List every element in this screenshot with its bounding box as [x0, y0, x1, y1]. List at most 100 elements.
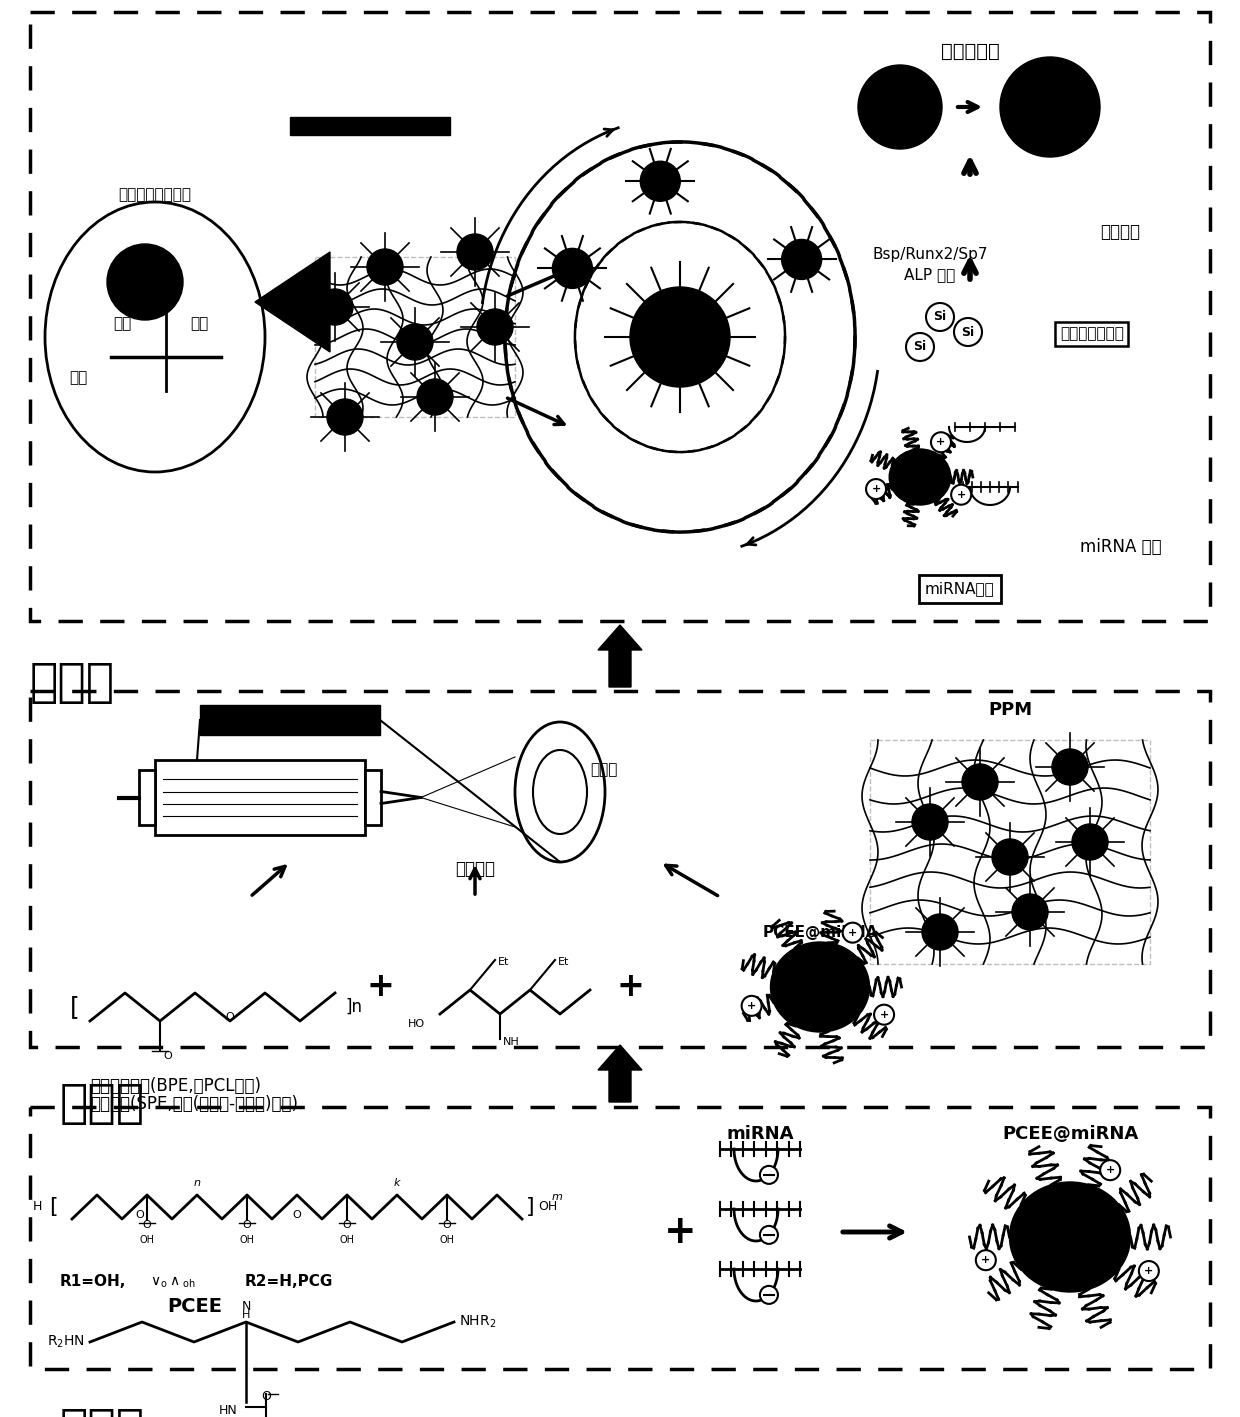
- Ellipse shape: [889, 449, 951, 504]
- Text: 第二步: 第二步: [60, 1083, 145, 1127]
- Text: miRNA: miRNA: [727, 1125, 794, 1144]
- Circle shape: [866, 479, 887, 499]
- Circle shape: [630, 288, 730, 387]
- Bar: [200, 706, 379, 735]
- Text: 含硅聚酯(SPE,以聚(柠檬酸-硅氧烷)为例): 含硅聚酯(SPE,以聚(柠檬酸-硅氧烷)为例): [91, 1095, 298, 1112]
- Text: O: O: [226, 1012, 234, 1022]
- Text: OH: OH: [340, 1236, 355, 1246]
- Text: Bsp/Runx2/Sp7
ALP 活性: Bsp/Runx2/Sp7 ALP 活性: [872, 247, 988, 282]
- Text: R2=H,PCG: R2=H,PCG: [246, 1274, 334, 1289]
- Bar: [870, 740, 1149, 964]
- Circle shape: [843, 922, 863, 942]
- Circle shape: [1100, 1161, 1120, 1180]
- Circle shape: [1012, 894, 1048, 930]
- Text: $\rm NHR_2$: $\rm NHR_2$: [459, 1314, 496, 1331]
- Text: +: +: [663, 1213, 697, 1251]
- Circle shape: [367, 249, 403, 285]
- Bar: [30, 1107, 1210, 1369]
- Text: +: +: [936, 438, 946, 448]
- Text: 大鼠颅骨缺损模型: 大鼠颅骨缺损模型: [119, 187, 191, 203]
- Text: +: +: [1145, 1265, 1153, 1277]
- Text: +: +: [1106, 1165, 1115, 1175]
- Circle shape: [858, 65, 942, 149]
- Text: O: O: [135, 1210, 144, 1220]
- Text: miRNA 释放: miRNA 释放: [1080, 538, 1162, 555]
- Circle shape: [992, 839, 1028, 876]
- Text: HN: HN: [219, 1403, 238, 1417]
- Text: +: +: [366, 971, 394, 1003]
- Text: PCEE: PCEE: [167, 1298, 222, 1316]
- Circle shape: [417, 378, 453, 415]
- Text: PCEE@miRNA: PCEE@miRNA: [763, 925, 878, 939]
- Text: 生物活性硅元素: 生物活性硅元素: [1060, 326, 1123, 341]
- Circle shape: [926, 303, 954, 332]
- Text: Si: Si: [961, 326, 975, 339]
- Text: PPM: PPM: [988, 701, 1032, 718]
- Text: m: m: [552, 1192, 563, 1202]
- Text: 第三步: 第三步: [30, 660, 115, 706]
- Text: 枕骨: 枕骨: [190, 316, 208, 332]
- Circle shape: [317, 289, 353, 324]
- Circle shape: [999, 57, 1100, 157]
- Ellipse shape: [1009, 1182, 1131, 1292]
- Circle shape: [640, 162, 681, 201]
- Circle shape: [760, 1226, 777, 1244]
- Circle shape: [1138, 1261, 1159, 1281]
- Text: O: O: [443, 1220, 451, 1230]
- Text: [: [: [71, 995, 81, 1019]
- Text: O: O: [260, 1390, 270, 1403]
- Text: Et: Et: [558, 956, 569, 966]
- Circle shape: [1052, 750, 1087, 785]
- Text: 表达上调: 表达上调: [1100, 222, 1140, 241]
- Text: R1=OH,: R1=OH,: [60, 1274, 126, 1289]
- Circle shape: [954, 317, 982, 346]
- Bar: [365, 769, 381, 825]
- Text: O: O: [143, 1220, 151, 1230]
- Text: $\rm R_2HN$: $\rm R_2HN$: [47, 1333, 86, 1350]
- Circle shape: [951, 485, 971, 504]
- Text: N: N: [242, 1299, 250, 1314]
- Text: Si: Si: [934, 310, 946, 323]
- Polygon shape: [255, 252, 330, 351]
- Bar: [139, 769, 155, 825]
- Text: NH: NH: [503, 1037, 520, 1047]
- Circle shape: [477, 309, 513, 344]
- Text: +: +: [956, 490, 966, 500]
- Circle shape: [760, 1285, 777, 1304]
- Circle shape: [923, 914, 959, 949]
- Circle shape: [906, 333, 934, 361]
- Circle shape: [976, 1250, 996, 1270]
- Bar: [30, 691, 1210, 1047]
- Text: O: O: [342, 1220, 351, 1230]
- Circle shape: [458, 234, 494, 271]
- Text: 额骨: 额骨: [69, 370, 87, 385]
- Text: 顶骨: 顶骨: [113, 316, 131, 332]
- Ellipse shape: [45, 203, 265, 472]
- Text: n: n: [193, 1178, 201, 1187]
- Circle shape: [327, 400, 363, 435]
- Circle shape: [552, 248, 593, 289]
- Polygon shape: [598, 1044, 642, 1102]
- Text: O: O: [162, 1051, 172, 1061]
- Text: H: H: [242, 1309, 250, 1321]
- Text: +: +: [981, 1255, 991, 1265]
- Text: 生物医用聚酯(BPE,以PCL为例): 生物医用聚酯(BPE,以PCL为例): [91, 1077, 260, 1095]
- Text: +: +: [872, 485, 880, 495]
- Text: 骨缺损修复: 骨缺损修复: [941, 43, 999, 61]
- Text: OH: OH: [139, 1236, 155, 1246]
- Text: miRNA作用: miRNA作用: [925, 581, 994, 597]
- Circle shape: [760, 1166, 777, 1183]
- Text: +: +: [616, 971, 644, 1003]
- Text: k: k: [394, 1178, 401, 1187]
- Ellipse shape: [533, 750, 587, 835]
- Text: OH: OH: [538, 1200, 557, 1213]
- Text: OH: OH: [439, 1236, 455, 1246]
- Text: PCEE@miRNA: PCEE@miRNA: [1002, 1125, 1138, 1144]
- Bar: [315, 256, 515, 417]
- Text: ]: ]: [526, 1197, 534, 1217]
- Polygon shape: [598, 625, 642, 687]
- Circle shape: [742, 996, 761, 1016]
- Text: ]n: ]n: [345, 998, 362, 1016]
- Text: $\mathsf{\vee_o\wedge_{oh}}$: $\mathsf{\vee_o\wedge_{oh}}$: [150, 1274, 196, 1289]
- Circle shape: [1073, 825, 1109, 860]
